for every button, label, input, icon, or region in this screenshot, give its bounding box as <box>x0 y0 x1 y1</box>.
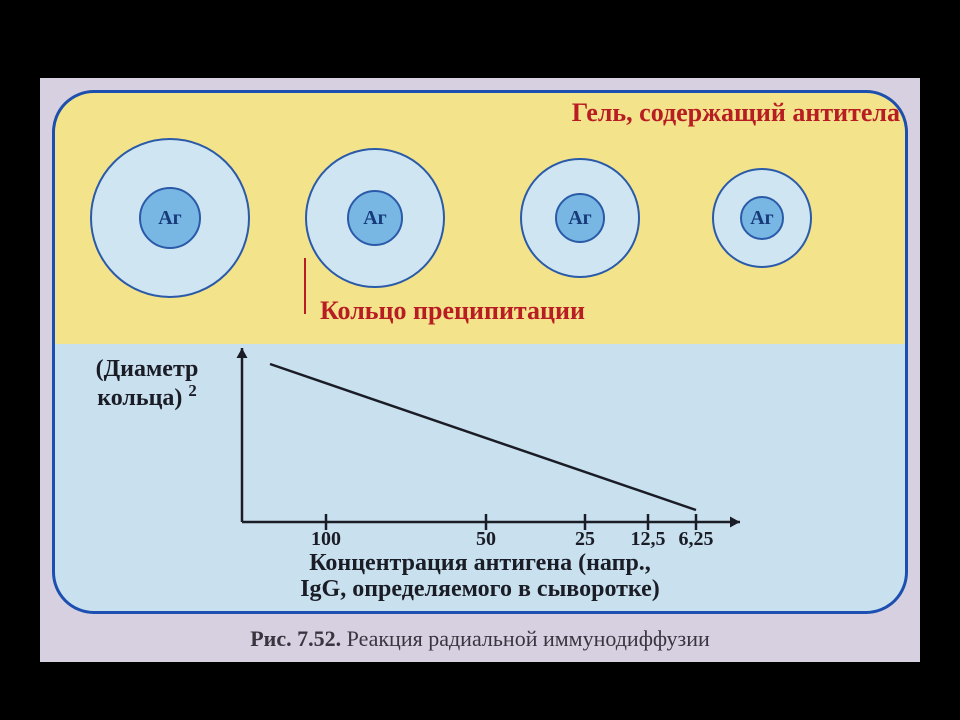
ring-inner-3: Аг <box>555 193 605 243</box>
caption-figure-number: Рис. 7.52. <box>250 626 341 651</box>
ring-title: Кольцо преципитации <box>320 296 585 326</box>
y-label-exponent: 2 <box>188 381 196 400</box>
y-axis-label: (Диаметр кольца) 2 <box>62 356 232 412</box>
diagram-stage: Гель, содержащий антитела Аг Аг Аг Аг Кольц… <box>40 78 920 662</box>
x-tick-label-1: 100 <box>311 528 341 551</box>
ring-leader-line <box>304 258 306 314</box>
x-tick-label-3: 25 <box>575 528 595 551</box>
x-axis-label: Концентрация антигена (напр., IgG, опред… <box>40 550 920 603</box>
x-label-line1: Концентрация антигена (напр., <box>309 550 651 576</box>
x-tick-label-5: 6,25 <box>679 528 714 551</box>
caption-text: Реакция радиальной иммунодиффузии <box>347 626 710 651</box>
ring-inner-1: Аг <box>139 187 201 249</box>
figure-caption: Рис. 7.52. Реакция радиальной иммунодифф… <box>40 626 920 652</box>
x-tick-label-2: 50 <box>476 528 496 551</box>
ring-inner-2: Аг <box>347 190 403 246</box>
x-tick-label-4: 12,5 <box>631 528 666 551</box>
x-label-line2: IgG, определяемого в сыворотке) <box>300 576 660 602</box>
ring-inner-4: Аг <box>740 196 784 240</box>
y-label-line2: кольца) <box>97 385 182 411</box>
gel-title: Гель, содержащий антитела <box>40 98 900 128</box>
y-label-line1: (Диаметр <box>96 356 199 382</box>
